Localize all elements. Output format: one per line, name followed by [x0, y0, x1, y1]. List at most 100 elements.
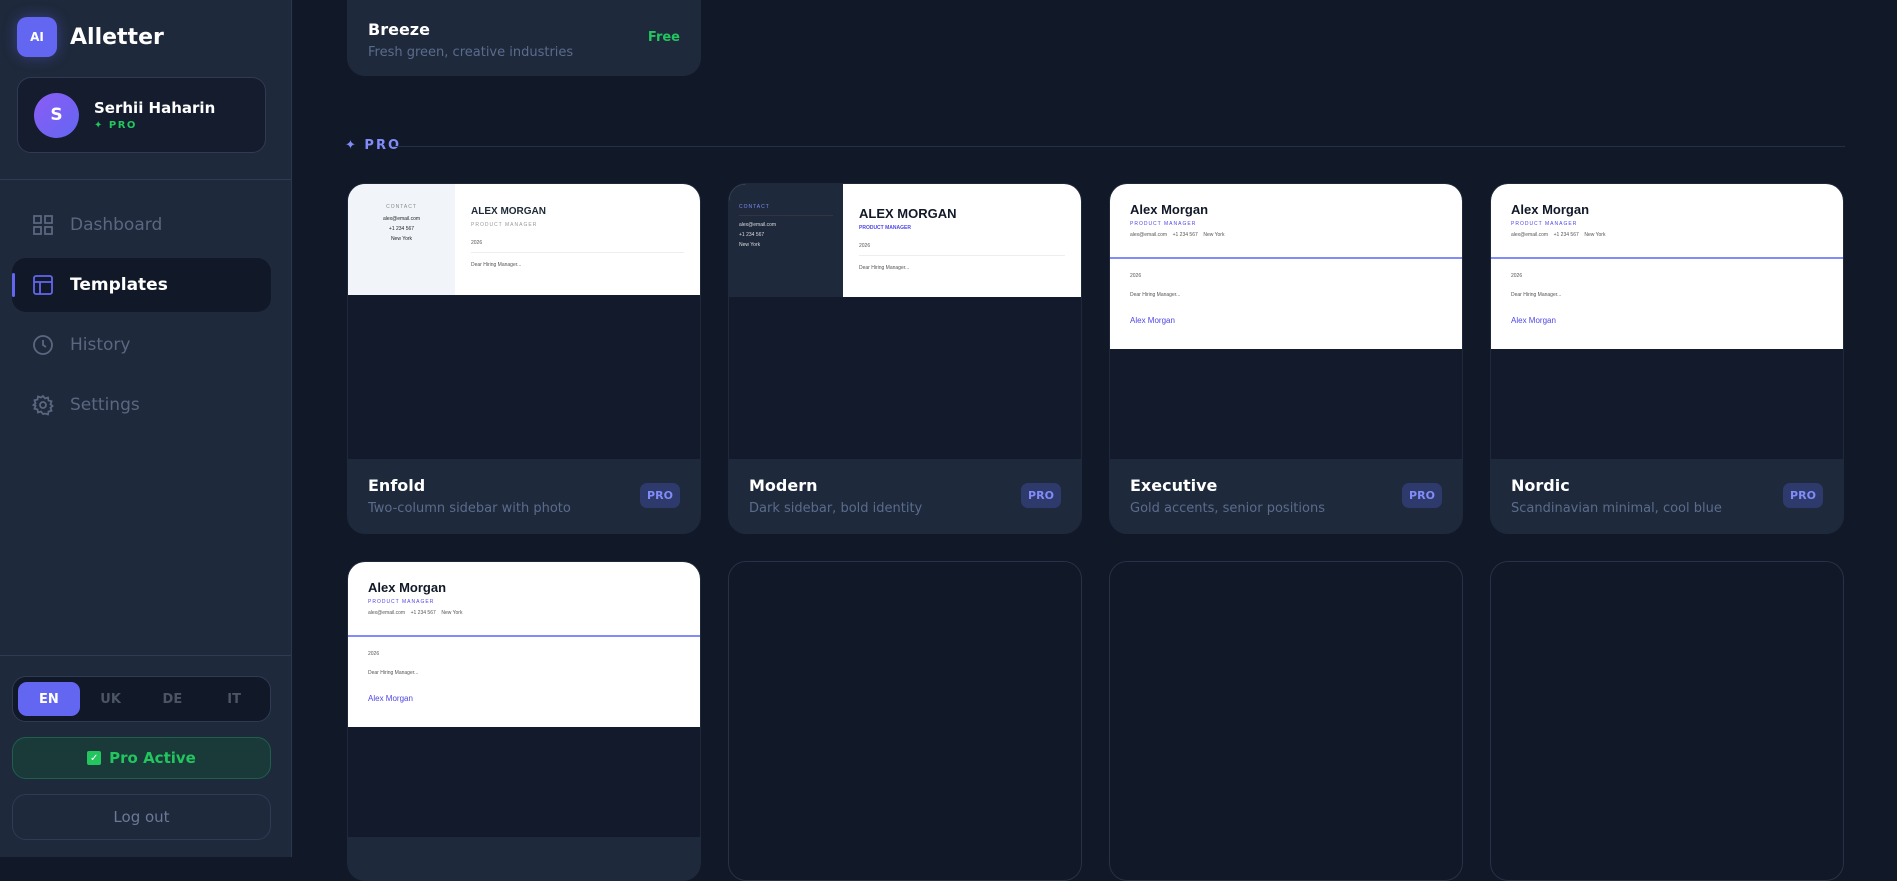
- template-card-loading[interactable]: [1109, 561, 1463, 881]
- grid-icon: [33, 215, 53, 235]
- preview-name: Alex Morgan: [368, 580, 447, 595]
- preview-email: alex@email.com: [739, 222, 777, 228]
- sidebar-nav: Dashboard Templates History Settings: [12, 198, 271, 438]
- preview-greeting: Dear Hiring Manager...: [1130, 292, 1181, 298]
- preview-email: alex@email.com: [1130, 232, 1168, 238]
- pro-active-button[interactable]: ✓ Pro Active: [12, 737, 271, 779]
- user-name: Serhii Haharin: [94, 99, 216, 117]
- template-preview: Alex Morgan PRODUCT MANAGER alex@email.c…: [348, 562, 700, 837]
- template-description: Dark sidebar, bold identity: [749, 501, 923, 516]
- sidebar-item-history[interactable]: History: [12, 318, 271, 372]
- preview-date: 2026: [368, 651, 380, 657]
- preview-email: alex@email.com: [368, 610, 406, 616]
- template-title: Nordic: [1511, 476, 1570, 495]
- preview-name: ALEX MORGAN: [859, 206, 957, 221]
- template-title: Executive: [1130, 476, 1218, 495]
- preview-role: PRODUCT MANAGER: [1130, 221, 1197, 227]
- preview-city: New York: [441, 610, 463, 616]
- preview-city: New York: [390, 236, 413, 242]
- template-card-loading[interactable]: [1490, 561, 1844, 881]
- template-title: Breeze: [368, 20, 430, 39]
- preview-date: 2026: [859, 243, 1065, 256]
- preview-greeting: Dear Hiring Manager...: [471, 262, 522, 268]
- section-divider: [393, 146, 1845, 147]
- clock-icon: [33, 335, 53, 355]
- user-card[interactable]: S Serhii Haharin ✦ PRO: [17, 77, 266, 153]
- preview-signature: Alex Morgan: [368, 694, 413, 703]
- free-badge: Free: [647, 30, 680, 45]
- preview-date: 2026: [1130, 273, 1142, 279]
- letter-preview: Alex Morgan PRODUCT MANAGER alex@email.c…: [348, 562, 700, 727]
- template-title: Enfold: [368, 476, 426, 495]
- preview-phone: +1 234 567: [739, 232, 765, 238]
- template-description: Two-column sidebar with photo: [368, 501, 571, 516]
- preview-role: PRODUCT MANAGER: [1511, 221, 1578, 227]
- letter-preview: Alex Morgan PRODUCT MANAGER alex@email.c…: [1491, 184, 1843, 349]
- language-uk-button[interactable]: UK: [100, 691, 121, 707]
- template-description: Fresh green, creative industries: [368, 45, 574, 60]
- template-card-enfold[interactable]: CONTACT alex@email.com +1 234 567 New Yo…: [347, 183, 701, 534]
- avatar: S: [34, 92, 79, 138]
- logo-badge: AI: [17, 17, 57, 57]
- template-preview: CONTACT alex@email.com +1 234 567 New Yo…: [348, 184, 700, 459]
- preview-role: PRODUCT MANAGER: [368, 599, 435, 605]
- preview-email: alex@email.com: [1511, 232, 1549, 238]
- sidebar-item-label: History: [70, 335, 131, 355]
- letter-preview: CONTACT alex@email.com +1 234 567 New Yo…: [348, 184, 700, 295]
- pro-badge: PRO: [1783, 483, 1823, 508]
- template-card[interactable]: Alex Morgan PRODUCT MANAGER alex@email.c…: [347, 561, 701, 881]
- sidebar-item-settings[interactable]: Settings: [12, 378, 271, 432]
- logout-button[interactable]: Log out: [12, 794, 271, 840]
- preview-greeting: Dear Hiring Manager...: [1511, 292, 1562, 298]
- checkbox-icon: ✓: [87, 751, 102, 765]
- pro-badge: PRO: [640, 483, 680, 508]
- preview-email: alex@email.com: [382, 216, 421, 222]
- template-description: Scandinavian minimal, cool blue: [1511, 501, 1722, 516]
- template-card-modern[interactable]: CONTACT alex@email.com +1 234 567 New Yo…: [728, 183, 1082, 534]
- preview-greeting: Dear Hiring Manager...: [859, 265, 910, 271]
- sidebar-item-label: Templates: [70, 275, 168, 295]
- letter-preview: CONTACT alex@email.com +1 234 567 New Yo…: [729, 184, 1081, 297]
- template-card-breeze[interactable]: Breeze Fresh green, creative industries …: [347, 0, 701, 76]
- template-card-executive[interactable]: Alex Morgan PRODUCT MANAGER alex@email.c…: [1109, 183, 1463, 534]
- template-preview: Alex Morgan PRODUCT MANAGER alex@email.c…: [1110, 184, 1462, 459]
- user-plan-badge: ✦ PRO: [94, 120, 137, 131]
- layout-icon: [33, 275, 53, 295]
- template-title: Modern: [749, 476, 818, 495]
- template-card-nordic[interactable]: Alex Morgan PRODUCT MANAGER alex@email.c…: [1490, 183, 1844, 534]
- preview-name: ALEX MORGAN: [471, 206, 546, 217]
- divider: [0, 179, 291, 180]
- sidebar-item-label: Settings: [70, 395, 140, 415]
- preview-city: New York: [1203, 232, 1225, 238]
- sidebar-item-dashboard[interactable]: Dashboard: [12, 198, 271, 252]
- preview-date: 2026: [471, 240, 684, 253]
- language-de-button[interactable]: DE: [162, 691, 183, 707]
- preview-signature: Alex Morgan: [1511, 316, 1556, 325]
- language-it-button[interactable]: IT: [227, 691, 241, 707]
- template-preview: Alex Morgan PRODUCT MANAGER alex@email.c…: [1491, 184, 1843, 459]
- sidebar-item-templates[interactable]: Templates: [12, 258, 271, 312]
- template-card-loading[interactable]: [728, 561, 1082, 881]
- preview-greeting: Dear Hiring Manager...: [368, 670, 419, 676]
- preview-phone: +1 234 567: [1553, 232, 1579, 238]
- preview-role: PRODUCT MANAGER: [471, 222, 538, 228]
- pro-badge: PRO: [1021, 483, 1061, 508]
- pro-badge: PRO: [1402, 483, 1442, 508]
- divider: [0, 655, 291, 656]
- pro-active-label: Pro Active: [109, 749, 196, 767]
- template-preview: CONTACT alex@email.com +1 234 567 New Yo…: [729, 184, 1081, 459]
- sidebar-item-label: Dashboard: [70, 215, 163, 235]
- preview-contact: CONTACT: [739, 204, 833, 216]
- preview-name: Alex Morgan: [1511, 202, 1590, 217]
- gear-icon: [32, 394, 54, 416]
- preview-city: New York: [739, 242, 761, 248]
- preview-date: 2026: [1511, 273, 1523, 279]
- language-en-button[interactable]: EN: [18, 682, 80, 716]
- language-switcher: EN UK DE IT: [12, 676, 271, 722]
- preview-role: PRODUCT MANAGER: [859, 225, 911, 231]
- template-description: Gold accents, senior positions: [1130, 501, 1325, 516]
- preview-phone: +1 234 567: [1172, 232, 1198, 238]
- letter-preview: Alex Morgan PRODUCT MANAGER alex@email.c…: [1110, 184, 1462, 349]
- app-logo[interactable]: AI Alletter: [17, 17, 164, 57]
- preview-phone: +1 234 567: [388, 226, 415, 232]
